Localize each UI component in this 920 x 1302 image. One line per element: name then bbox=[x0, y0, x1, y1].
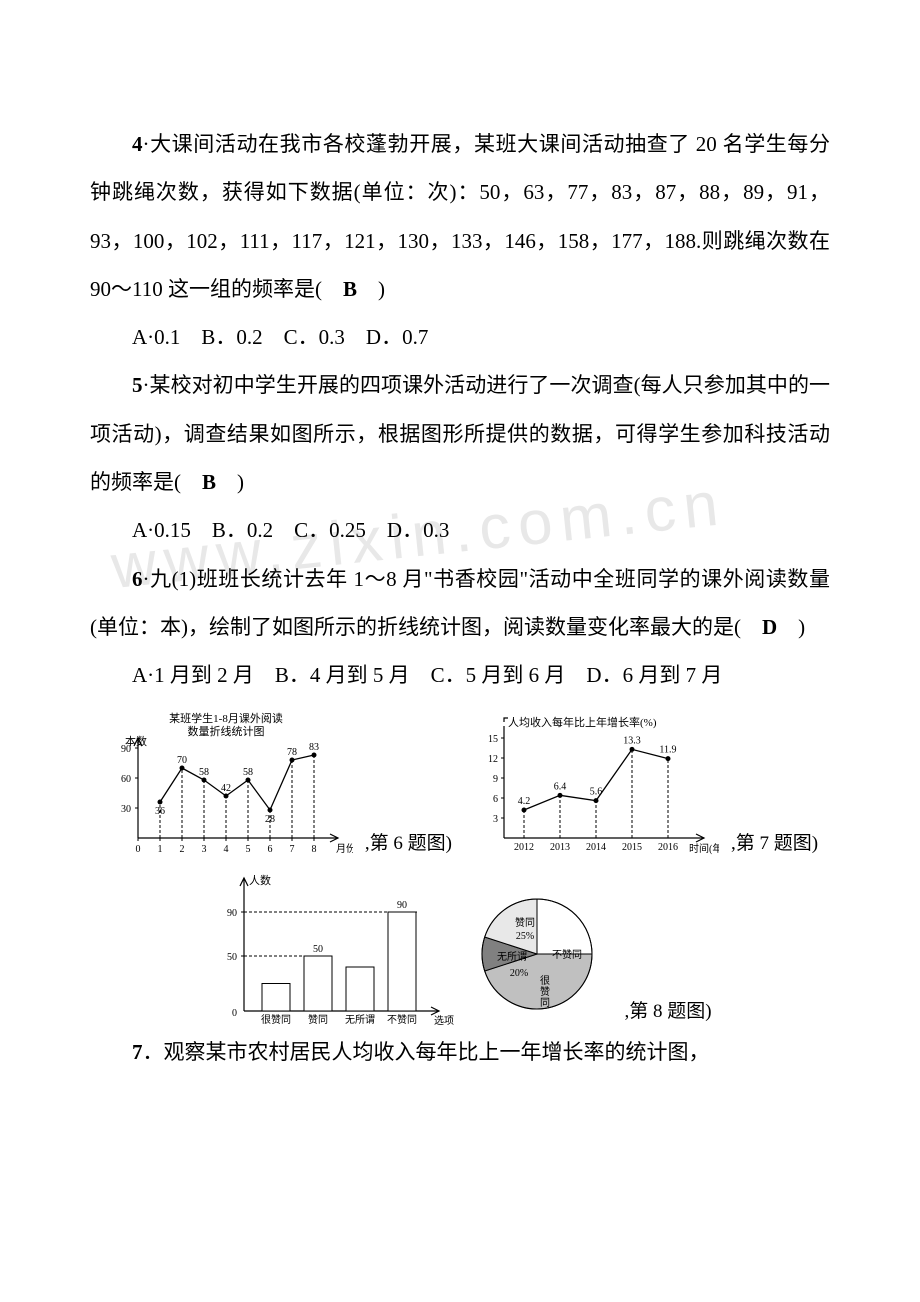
svg-text:28: 28 bbox=[265, 814, 275, 825]
chart7-title: 人均收入每年比上年增长率(%) bbox=[508, 715, 657, 729]
svg-text:90: 90 bbox=[397, 900, 407, 911]
svg-text:4.2: 4.2 bbox=[518, 796, 531, 807]
q5-number: 5 bbox=[132, 373, 143, 397]
svg-text:无所谓: 无所谓 bbox=[345, 1014, 375, 1026]
chart7-yticks: 3 6 9 12 15 bbox=[488, 734, 504, 825]
svg-text:不赞同: 不赞同 bbox=[552, 948, 582, 961]
figure-row-2: 人数 50 90 0 5090 很赞同赞同无所谓不赞同 选项 赞同25%不赞同无… bbox=[90, 866, 830, 1026]
svg-text:很赞同: 很赞同 bbox=[261, 1013, 291, 1026]
svg-text:83: 83 bbox=[309, 742, 319, 753]
svg-text:0: 0 bbox=[232, 1008, 237, 1019]
q6-tail: ) bbox=[777, 615, 805, 639]
q5-options: A·0.15 B．0.2 C．0.25 D．0.3 bbox=[90, 506, 830, 554]
q4-answer: B bbox=[343, 277, 357, 301]
q4-text: ·大课间活动在我市各校蓬勃开展，某班大课间活动抽查了 20 名学生每分钟跳绳次数… bbox=[90, 132, 830, 301]
chart6-xlabel: 月份 bbox=[336, 843, 353, 855]
svg-text:赞同: 赞同 bbox=[308, 1013, 328, 1026]
chart6-xticks: 0 1 2 3 4 5 6 7 8 bbox=[135, 838, 316, 855]
svg-text:无所谓: 无所谓 bbox=[497, 951, 527, 963]
svg-text:2: 2 bbox=[179, 844, 184, 855]
svg-text:25%: 25% bbox=[516, 931, 534, 942]
svg-text:50: 50 bbox=[227, 952, 237, 963]
question-5: 5·某校对初中学生开展的四项课外活动进行了一次调查(每人只参加其中的一项活动)，… bbox=[90, 361, 830, 506]
chart-q6: 某班学生1-8月课外阅读 数量折线统计图 本数 30 60 90 0123456… bbox=[98, 708, 353, 858]
svg-text:5: 5 bbox=[245, 844, 250, 855]
q6-number: 6 bbox=[132, 567, 143, 591]
chart7-xlabel: 时间(年) bbox=[689, 842, 719, 855]
svg-text:7: 7 bbox=[289, 844, 294, 855]
question-4: 4·大课间活动在我市各校蓬勃开展，某班大课间活动抽查了 20 名学生每分钟跳绳次… bbox=[90, 120, 830, 313]
figcap-6: ,第 6 题图) bbox=[365, 831, 452, 858]
svg-text:3: 3 bbox=[493, 814, 498, 825]
svg-text:42: 42 bbox=[221, 783, 231, 794]
svg-text:20%: 20% bbox=[510, 968, 528, 979]
svg-text:60: 60 bbox=[121, 774, 131, 785]
svg-text:4: 4 bbox=[223, 844, 228, 855]
svg-text:6: 6 bbox=[267, 844, 272, 855]
svg-text:1: 1 bbox=[157, 844, 162, 855]
svg-text:90: 90 bbox=[227, 908, 237, 919]
svg-text:同: 同 bbox=[540, 997, 550, 1009]
chart6-title2: 数量折线统计图 bbox=[187, 724, 264, 738]
svg-text:3: 3 bbox=[201, 844, 206, 855]
svg-text:赞: 赞 bbox=[540, 985, 550, 998]
svg-text:15: 15 bbox=[488, 734, 498, 745]
svg-text:6.4: 6.4 bbox=[554, 781, 567, 792]
q7-number: 7 bbox=[132, 1040, 143, 1064]
q6-answer: D bbox=[762, 615, 777, 639]
chart6-yticks: 30 60 90 bbox=[121, 744, 138, 815]
svg-text:58: 58 bbox=[243, 767, 253, 778]
figcap-7: ,第 7 题图) bbox=[731, 831, 818, 858]
svg-text:30: 30 bbox=[121, 804, 131, 815]
svg-text:2012: 2012 bbox=[514, 842, 534, 853]
figure-row-1: 某班学生1-8月课外阅读 数量折线统计图 本数 30 60 90 0123456… bbox=[90, 708, 830, 858]
svg-text:12: 12 bbox=[488, 754, 498, 765]
question-7: 7．观察某市农村居民人均收入每年比上一年增长率的统计图， bbox=[90, 1028, 830, 1076]
svg-text:9: 9 bbox=[493, 774, 498, 785]
svg-text:赞同: 赞同 bbox=[515, 916, 535, 929]
chart8bar-ylabel: 人数 bbox=[249, 874, 271, 887]
svg-text:78: 78 bbox=[287, 747, 297, 758]
svg-text:2016: 2016 bbox=[658, 842, 678, 853]
chart8-cat-labels: 很赞同 赞同 无所谓不赞同 bbox=[261, 1013, 417, 1026]
svg-text:50: 50 bbox=[313, 944, 323, 955]
chart-q7: 人均收入每年比上年增长率(%) 3 6 9 12 15 2012 2013 2014 2015… bbox=[464, 708, 719, 858]
chart-q8-pie: 赞同25%不赞同无所谓20%很赞同 bbox=[462, 876, 612, 1026]
svg-text:11.9: 11.9 bbox=[659, 744, 676, 755]
svg-text:很: 很 bbox=[540, 974, 550, 987]
svg-text:8: 8 bbox=[311, 844, 316, 855]
svg-text:2014: 2014 bbox=[586, 842, 606, 853]
svg-text:2013: 2013 bbox=[550, 842, 570, 853]
svg-text:70: 70 bbox=[177, 755, 187, 766]
svg-text:2015: 2015 bbox=[622, 842, 642, 853]
question-6: 6·九(1)班班长统计去年 1～8 月"书香校园"活动中全班同学的课外阅读数量(… bbox=[90, 555, 830, 652]
svg-text:90: 90 bbox=[121, 744, 131, 755]
q6-text: ·九(1)班班长统计去年 1～8 月"书香校园"活动中全班同学的课外阅读数量(单… bbox=[90, 567, 830, 639]
chart6-value-labels: 36 70 58 42 58 28 78 83 bbox=[155, 742, 319, 825]
chart7-value-labels: 4.2 6.4 5.6 13.3 11.9 bbox=[518, 735, 677, 807]
svg-text:36: 36 bbox=[155, 806, 165, 817]
chart7-points bbox=[522, 746, 671, 812]
q7-text: ．观察某市农村居民人均收入每年比上一年增长率的统计图， bbox=[143, 1040, 710, 1064]
svg-text:5.6: 5.6 bbox=[590, 786, 603, 797]
svg-text:不赞同: 不赞同 bbox=[387, 1013, 417, 1026]
chart8bar-xlabel: 选项 bbox=[434, 1014, 454, 1026]
q4-number: 4 bbox=[132, 132, 143, 156]
chart-q8-bar: 人数 50 90 0 50 90 很赞同 赞同 无所谓不赞同 选项 bbox=[204, 866, 454, 1026]
q5-tail: ) bbox=[216, 470, 244, 494]
chart6-title1: 某班学生1-8月课外阅读 bbox=[169, 711, 283, 725]
q5-answer: B bbox=[202, 470, 216, 494]
svg-text:0: 0 bbox=[135, 844, 140, 855]
q4-options: A·0.1 B．0.2 C．0.3 D．0.7 bbox=[90, 313, 830, 361]
q5-text: ·某校对初中学生开展的四项课外活动进行了一次调查(每人只参加其中的一项活动)，调… bbox=[90, 373, 830, 494]
svg-text:13.3: 13.3 bbox=[623, 735, 641, 746]
svg-text:58: 58 bbox=[199, 767, 209, 778]
svg-text:6: 6 bbox=[493, 794, 498, 805]
q4-tail: ) bbox=[357, 277, 385, 301]
chart7-xticks: 2012 2013 2014 2015 2016 bbox=[514, 842, 678, 853]
figcap-8: ,第 8 题图) bbox=[624, 999, 711, 1026]
q6-options: A·1 月到 2 月 B．4 月到 5 月 C．5 月到 6 月 D．6 月到 … bbox=[90, 651, 830, 699]
